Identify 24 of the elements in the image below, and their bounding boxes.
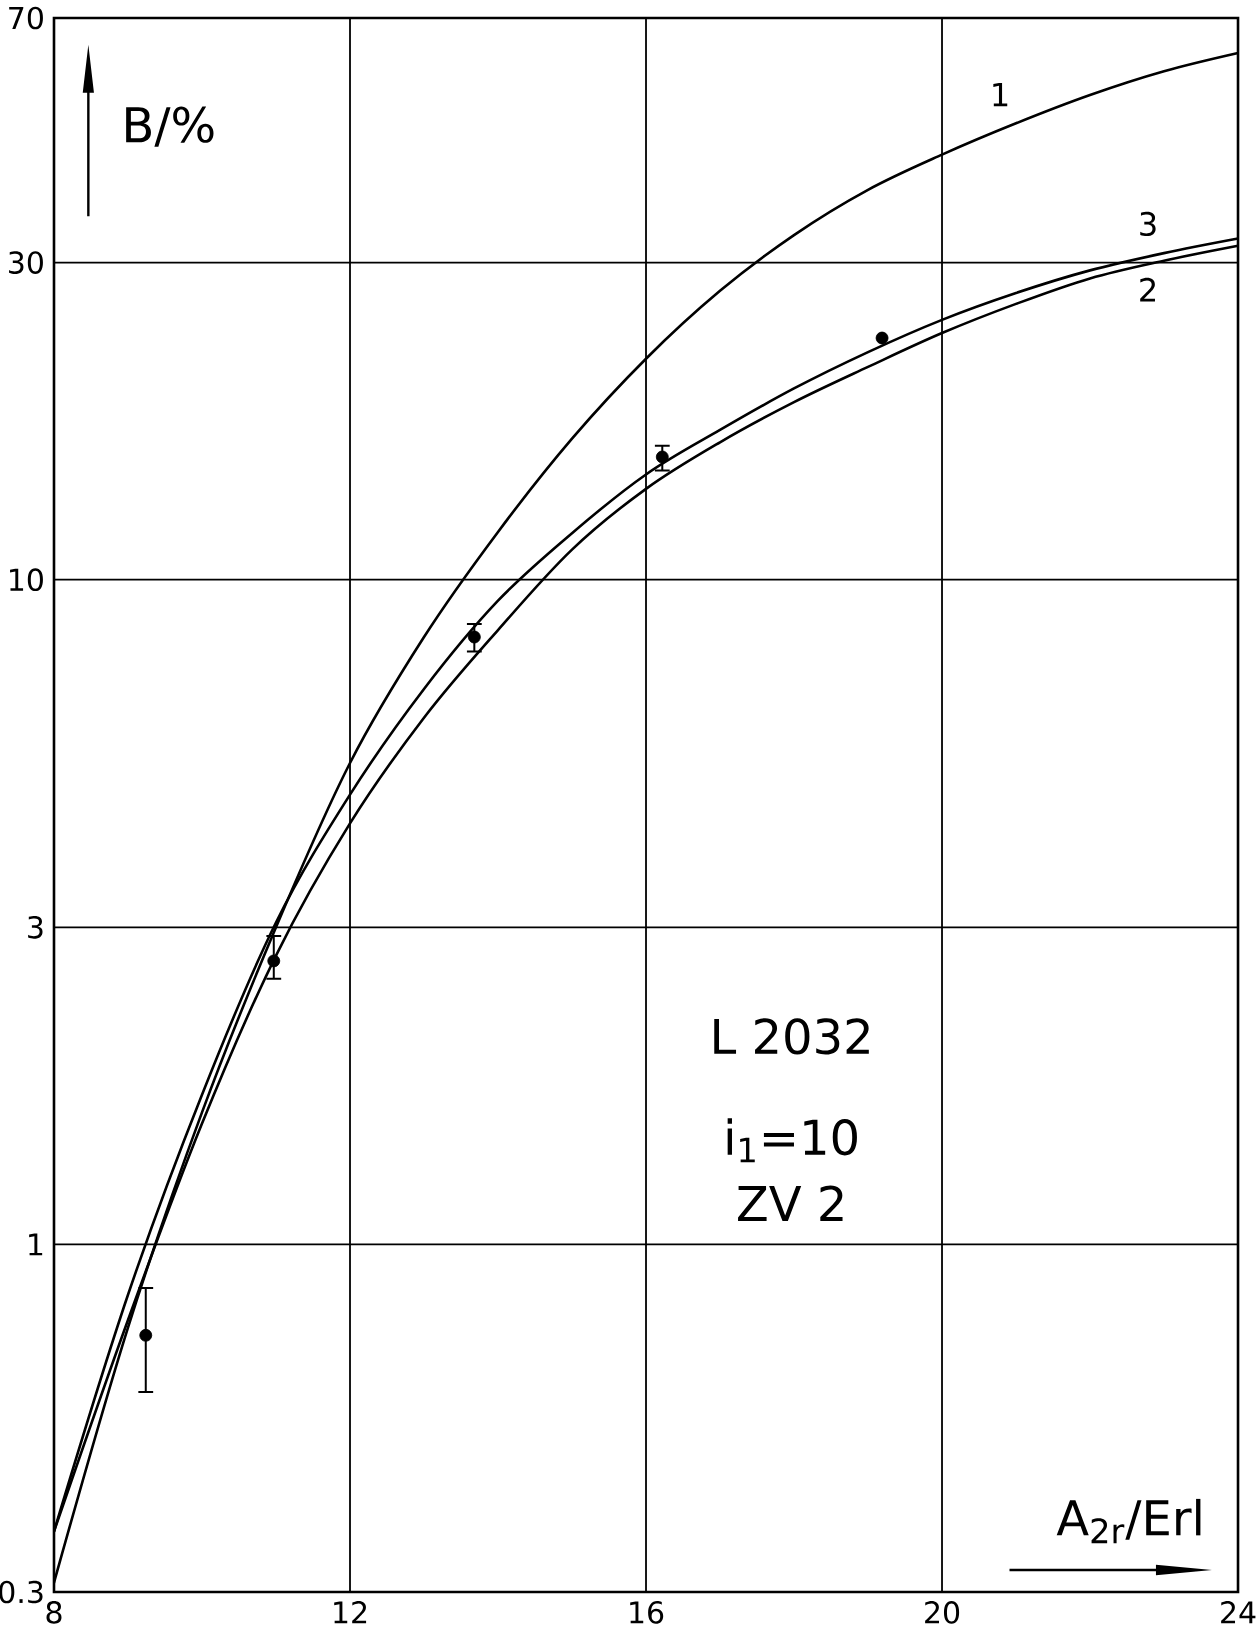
- y-tick-label: 30: [9, 251, 43, 274]
- x-tick-label: 20: [925, 1601, 960, 1624]
- x-tick-label: 24: [1221, 1601, 1256, 1624]
- y-tick-label: 3: [28, 915, 43, 939]
- annotation: ZV 2: [738, 1185, 843, 1222]
- point: [655, 450, 669, 464]
- series-label: 2: [1140, 277, 1155, 302]
- point: [139, 1328, 153, 1342]
- point: [875, 331, 889, 345]
- series-label: 3: [1140, 211, 1156, 237]
- y-tick-label: 1: [29, 1233, 43, 1256]
- point: [467, 630, 481, 644]
- y-axis-title: B/%: [126, 106, 214, 147]
- annotation: i$_{1}$=10: [727, 1118, 857, 1163]
- x-tick-label: 8: [46, 1601, 62, 1624]
- series-label: 1: [993, 82, 1008, 107]
- x-tick-label: 16: [630, 1601, 664, 1624]
- y-tick-label: 70: [9, 6, 43, 30]
- x-tick-label: 12: [334, 1601, 367, 1624]
- x-axis-title: A$_{2r}$/Erl: [1056, 1498, 1201, 1544]
- y-tick-label: 10: [10, 568, 43, 592]
- annotation: L 2032: [714, 1018, 869, 1055]
- y-tick-label: 0.3: [0, 1580, 43, 1604]
- point: [267, 954, 281, 968]
